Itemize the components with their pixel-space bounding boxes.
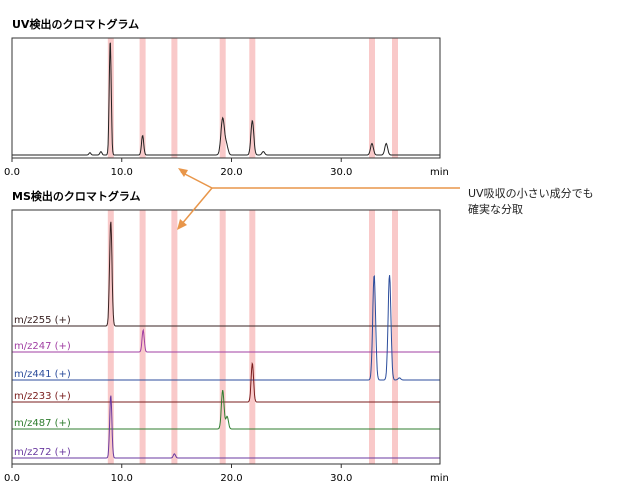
ms-trace-label-4: m/z487 (+) [14,418,71,429]
uv-trace-group [12,42,440,156]
ms-highlight-band-2 [171,210,178,464]
ms-plot-frame [11,209,441,465]
uv-highlight-bands [107,38,398,158]
ms-trace-label-1: m/z247 (+) [14,341,71,352]
ms-trace-line-4 [12,390,440,430]
ms-trace-line-1 [12,328,440,353]
uv-chart-title: UV検出のクロマトグラム [12,17,139,31]
annotation-line-1: UV吸収の小さい成分でも [468,187,594,200]
uv-tick-label-0: 0.0 [4,167,20,178]
ms-tick-label-2: 20.0 [220,473,242,484]
ms-x-axis-ticks: 0.0 10.0 20.0 30.0 [4,464,352,484]
uv-x-axis-ticks: 0.0 10.0 20.0 30.0 [4,158,352,178]
ms-trace-line-3 [12,361,440,403]
uv-highlight-band-4 [249,38,256,158]
ms-highlight-band-6 [392,210,398,464]
uv-trace-line [12,42,440,156]
ms-tick-label-3: 30.0 [330,473,352,484]
ms-tick-label-0: 0.0 [4,473,20,484]
ms-trace-label-0: m/z255 (+) [14,315,71,326]
uv-tick-label-3: 30.0 [330,167,352,178]
uv-highlight-band-1 [139,38,146,158]
ms-trace-group: m/z255 (+) m/z247 (+) m/z441 (+) m/z233 (+)… [12,221,440,459]
uv-highlight-band-0 [107,38,114,158]
ms-trace-label-3: m/z233 (+) [14,391,71,402]
ms-highlight-band-0 [107,210,114,464]
uv-x-axis-unit: min [430,167,449,178]
uv-tick-label-1: 10.0 [111,167,133,178]
ms-x-axis-unit: min [430,473,449,484]
ms-tick-label-1: 10.0 [111,473,133,484]
arrowhead-uv [178,168,188,177]
ms-trace-line-0 [12,221,440,327]
ms-trace-label-5: m/z272 (+) [14,447,71,458]
uv-highlight-band-6 [392,38,398,158]
ms-highlight-band-4 [249,210,256,464]
ms-highlight-bands [107,210,398,464]
annotation-line-2: 確実な分取 [468,203,523,216]
ms-trace-label-2: m/z441 (+) [14,369,71,380]
uv-plot-frame [11,37,441,159]
uv-highlight-band-3 [219,38,226,158]
ms-trace-line-5 [12,395,440,459]
uv-highlight-band-5 [369,38,375,158]
annotation-arrows [177,168,460,230]
uv-highlight-band-2 [171,38,178,158]
uv-tick-label-2: 20.0 [220,167,242,178]
ms-trace-line-2 [12,275,440,381]
ms-chart-title: MS検出のクロマトグラム [12,189,141,203]
arrowhead-ms [177,219,187,230]
arrow-to-ms [180,187,213,226]
annotation-text: UV吸収の小さい成分でも 確実な分取 [468,186,618,218]
ms-highlight-band-3 [219,210,226,464]
